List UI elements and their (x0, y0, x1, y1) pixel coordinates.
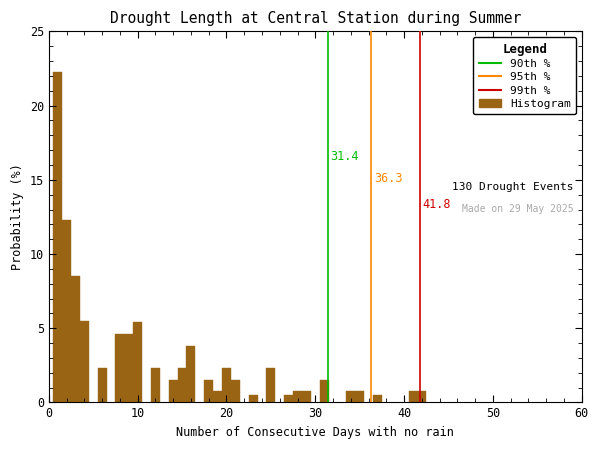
Bar (409, 391, 418, 402)
Bar (418, 391, 427, 402)
Text: 41.8: 41.8 (423, 198, 451, 211)
Bar (222, 369, 231, 402)
Text: 36.3: 36.3 (374, 172, 403, 185)
Bar (266, 369, 275, 402)
Bar (124, 334, 133, 402)
Bar (62, 220, 71, 402)
Bar (284, 395, 293, 402)
Bar (231, 380, 240, 402)
Bar (178, 369, 187, 402)
Bar (80, 321, 89, 402)
Bar (133, 322, 142, 402)
Title: Drought Length at Central Station during Summer: Drought Length at Central Station during… (110, 11, 521, 26)
Bar (248, 395, 257, 402)
Bar (53, 72, 62, 402)
Bar (373, 395, 382, 402)
X-axis label: Number of Consecutive Days with no rain: Number of Consecutive Days with no rain (176, 426, 454, 439)
Text: Made on 29 May 2025: Made on 29 May 2025 (462, 204, 574, 214)
Text: 130 Drought Events: 130 Drought Events (452, 182, 574, 192)
Bar (98, 369, 107, 402)
Bar (204, 380, 213, 402)
Bar (115, 334, 124, 402)
Bar (346, 391, 355, 402)
Legend: 90th %, 95th %, 99th %, Histogram: 90th %, 95th %, 99th %, Histogram (473, 37, 576, 114)
Bar (187, 346, 196, 402)
Bar (71, 276, 80, 402)
Bar (213, 391, 222, 402)
Text: 31.4: 31.4 (331, 150, 359, 163)
Bar (355, 391, 364, 402)
Bar (320, 380, 329, 402)
Bar (151, 369, 160, 402)
Bar (293, 391, 302, 402)
Y-axis label: Probability (%): Probability (%) (11, 163, 24, 270)
Bar (302, 391, 311, 402)
Bar (169, 380, 178, 402)
